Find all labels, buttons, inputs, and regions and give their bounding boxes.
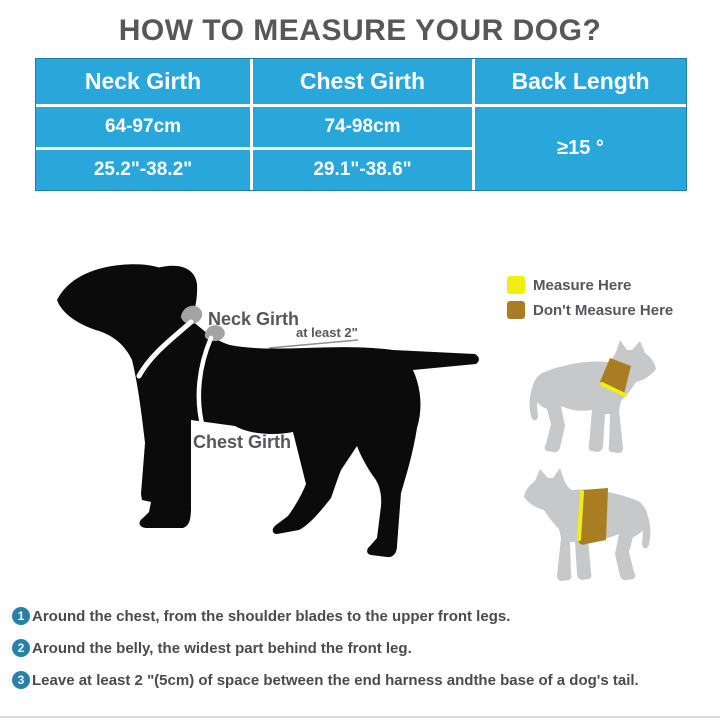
note-1-bullet: 1 xyxy=(12,607,30,625)
table-cell-neck-inch: 25.2"-38.2" xyxy=(36,150,250,190)
note-row-3: 3 Leave at least 2 "(5cm) of space betwe… xyxy=(12,671,712,689)
note-3-text: Leave at least 2 "(5cm) of space between… xyxy=(32,671,639,689)
table-cell-neck-cm: 64-97cm xyxy=(36,107,250,147)
table-header-neck-girth: Neck Girth xyxy=(36,59,250,104)
belly-band xyxy=(578,488,608,545)
legend-label-dont-measure: Don't Measure Here xyxy=(533,301,674,319)
neck-girth-strap xyxy=(136,319,194,379)
legend: Measure Here Don't Measure Here xyxy=(507,276,673,326)
table-cell-chest-cm: 74-98cm xyxy=(253,107,472,147)
harness-buckle-front xyxy=(181,305,203,324)
measure-examples-illustration xyxy=(524,340,656,581)
table-cell-back-length: ≥15 ° xyxy=(475,107,686,190)
neck-girth-label: Neck Girth xyxy=(208,309,299,329)
note-row-1: 1 Around the chest, from the shoulder bl… xyxy=(12,607,712,625)
chest-girth-label: Chest Girth xyxy=(193,432,291,452)
legend-item-measure: Measure Here xyxy=(507,276,673,294)
clearance-label: at least 2" xyxy=(296,325,358,340)
measuring-notes: 1 Around the chest, from the shoulder bl… xyxy=(12,607,712,703)
neck-band-dog-illustration xyxy=(529,340,656,453)
table-cell-chest-inch: 29.1"-38.6" xyxy=(253,150,472,190)
table-header-chest-girth: Chest Girth xyxy=(253,59,472,104)
chest-girth-strap xyxy=(196,335,214,431)
dog-silhouette xyxy=(57,264,479,558)
page-title: HOW TO MEASURE YOUR DOG? xyxy=(118,14,602,47)
legend-item-dont-measure: Don't Measure Here xyxy=(507,301,673,319)
belly-band-dog-illustration xyxy=(524,468,651,581)
note-2-text: Around the belly, the widest part behind… xyxy=(32,639,412,657)
dog-measurement-diagram: Neck Girth at least 2" Chest Girth xyxy=(57,264,479,558)
note-row-2: 2 Around the belly, the widest part behi… xyxy=(12,639,712,657)
neck-band-stripe xyxy=(600,382,627,397)
bottom-divider xyxy=(0,716,720,718)
belly-band-stripe xyxy=(577,490,584,541)
legend-label-measure: Measure Here xyxy=(533,276,632,294)
dont-measure-here-swatch-icon xyxy=(507,301,525,319)
clearance-leader-line xyxy=(268,339,359,349)
measure-here-swatch-icon xyxy=(507,276,525,294)
size-table: Neck Girth Chest Girth Back Length 64-97… xyxy=(35,58,687,191)
table-header-back-length: Back Length xyxy=(475,59,686,104)
note-1-text: Around the chest, from the shoulder blad… xyxy=(32,607,511,625)
note-2-bullet: 2 xyxy=(12,639,30,657)
note-3-bullet: 3 xyxy=(12,671,30,689)
